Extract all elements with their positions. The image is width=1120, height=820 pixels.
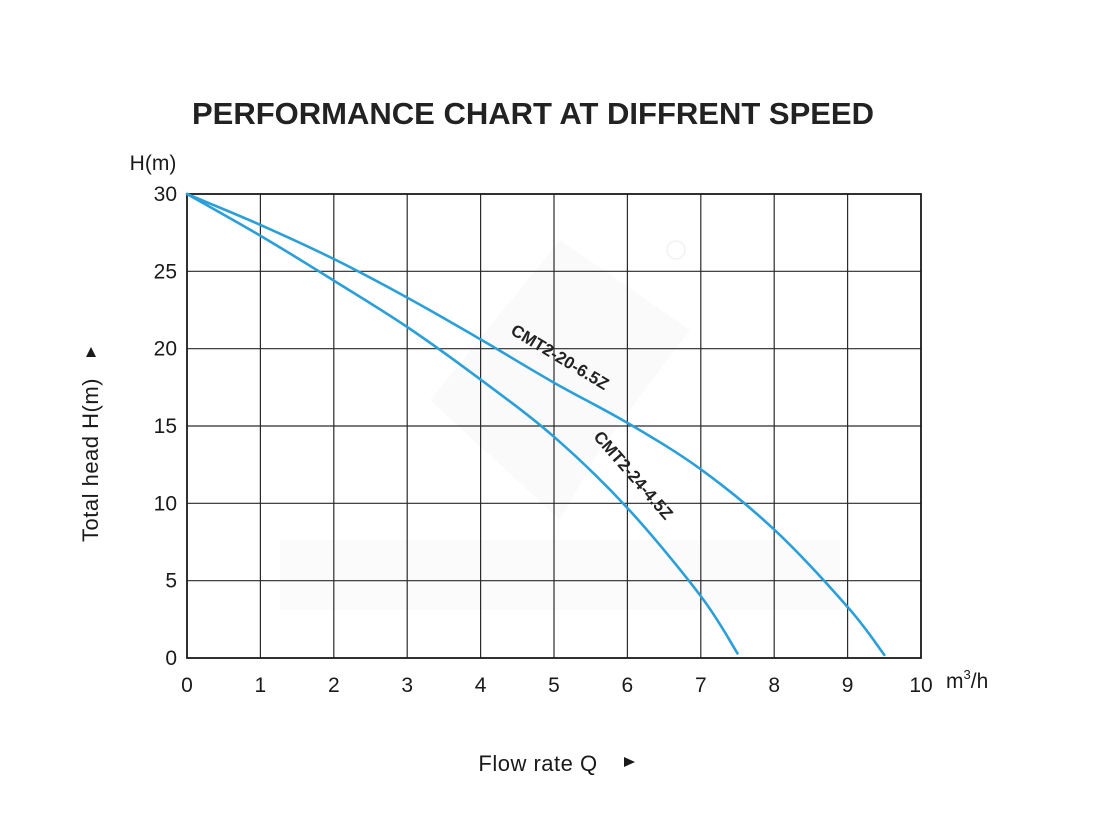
- grid-lines: [187, 194, 921, 658]
- x-tick-label: 5: [548, 674, 560, 697]
- y-tick-label: 20: [154, 338, 177, 361]
- y-tick-labels: 0 5 10 15 20 25 30: [154, 183, 177, 670]
- series-line-1: [185, 192, 739, 655]
- y-tick-label: 5: [165, 570, 177, 593]
- y-axis-arrow-icon: [86, 347, 96, 357]
- x-tick-label: 2: [328, 674, 340, 697]
- y-tick-label: 15: [154, 415, 177, 438]
- x-tick-label: 10: [909, 674, 932, 697]
- series-label-cmt2-24-4-5z: CMT2-24-4.5Z: [590, 427, 677, 523]
- y-axis-label: Total head H(m): [78, 378, 103, 542]
- x-tick-label: 8: [768, 674, 780, 697]
- y-tick-label: 30: [154, 183, 177, 206]
- plot-frame: [186, 193, 922, 659]
- x-tick-label: 1: [255, 674, 267, 697]
- y-tick-label: 10: [154, 492, 177, 515]
- y-axis-unit: H(m): [130, 152, 177, 175]
- series-curves: [185, 192, 886, 657]
- y-tick-label: 25: [154, 260, 177, 283]
- x-axis-unit: m3/h: [946, 667, 988, 693]
- x-unit-superscript: 3: [964, 667, 971, 682]
- x-tick-label: 0: [181, 674, 193, 697]
- x-tick-labels: 0 1 2 3 4 5 6 7 8 9 10: [181, 674, 933, 697]
- x-unit-tail: /h: [971, 670, 989, 693]
- series-line-0: [185, 192, 886, 657]
- x-axis-arrow-icon: [624, 757, 635, 767]
- chart-title: PERFORMANCE CHART AT DIFFRENT SPEED: [192, 96, 874, 131]
- x-unit-base: m: [946, 670, 964, 693]
- x-tick-label: 7: [695, 674, 707, 697]
- x-axis-label: Flow rate Q: [478, 751, 597, 776]
- x-tick-label: 3: [401, 674, 413, 697]
- x-tick-label: 4: [475, 674, 487, 697]
- watermark-logo: [280, 240, 840, 610]
- x-tick-label: 9: [842, 674, 854, 697]
- y-tick-label: 0: [165, 647, 177, 670]
- x-tick-label: 6: [622, 674, 634, 697]
